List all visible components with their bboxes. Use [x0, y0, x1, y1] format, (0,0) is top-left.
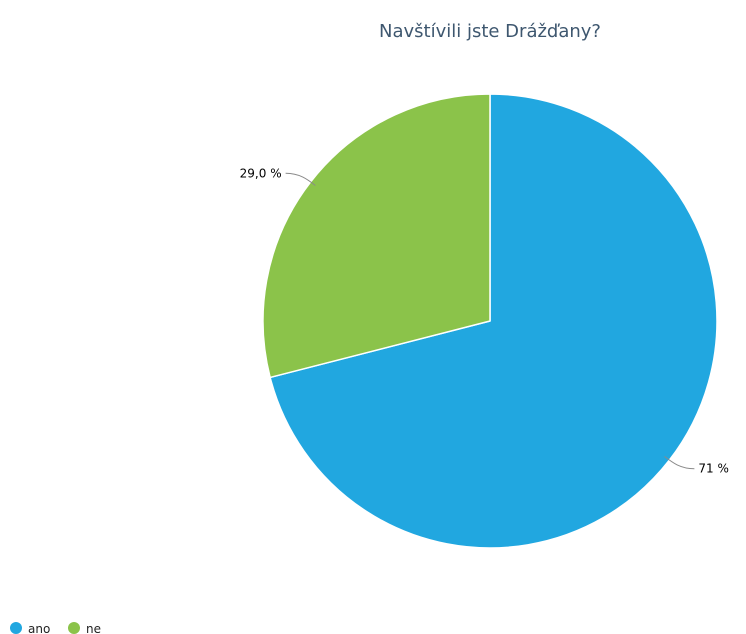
legend-item-ano[interactable]: ano — [10, 622, 50, 634]
legend: ano ne — [10, 622, 101, 634]
data-label-ne: 29,0 % — [240, 166, 282, 180]
legend-marker-ne — [68, 622, 80, 634]
pie-slices — [262, 93, 718, 549]
legend-item-ne[interactable]: ne — [68, 622, 101, 634]
legend-label-ano: ano — [28, 622, 50, 634]
data-label-connector-ano — [664, 456, 695, 470]
chart-title: Navštívili jste Drážďany? — [379, 21, 601, 42]
data-labels: 71 % 29,0 % — [240, 166, 729, 475]
legend-marker-ano — [10, 622, 22, 634]
legend-label-ne: ne — [86, 622, 101, 634]
data-label-connector-ne — [285, 172, 316, 186]
data-label-ano: 71 % — [698, 462, 729, 476]
